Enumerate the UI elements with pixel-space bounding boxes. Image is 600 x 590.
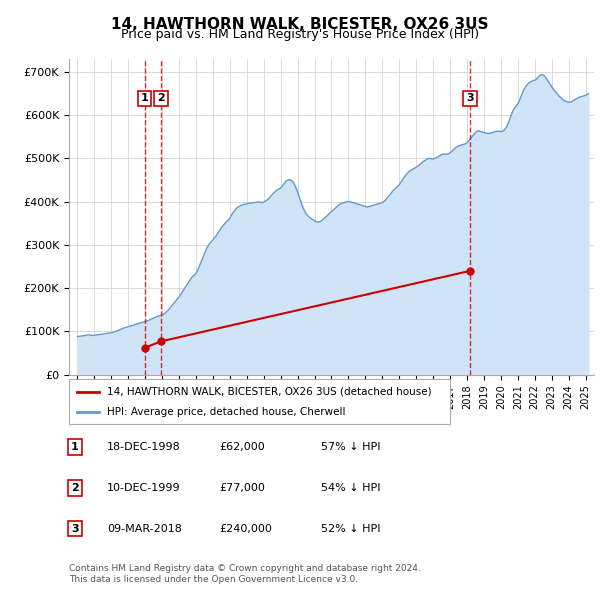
Text: 2: 2 [71,483,79,493]
Text: HPI: Average price, detached house, Cherwell: HPI: Average price, detached house, Cher… [107,407,346,417]
Text: 52% ↓ HPI: 52% ↓ HPI [321,524,380,533]
Text: Price paid vs. HM Land Registry's House Price Index (HPI): Price paid vs. HM Land Registry's House … [121,28,479,41]
Point [465,266,475,276]
Text: 2: 2 [157,93,165,103]
Text: Contains HM Land Registry data © Crown copyright and database right 2024.: Contains HM Land Registry data © Crown c… [69,565,421,573]
Text: £240,000: £240,000 [219,524,272,533]
Text: 10-DEC-1999: 10-DEC-1999 [107,483,181,493]
Text: £77,000: £77,000 [219,483,265,493]
Text: 3: 3 [466,93,474,103]
Text: This data is licensed under the Open Government Licence v3.0.: This data is licensed under the Open Gov… [69,575,358,584]
Text: 1: 1 [140,93,148,103]
Point [140,343,149,353]
Text: 09-MAR-2018: 09-MAR-2018 [107,524,182,533]
Point [157,337,166,346]
Text: 14, HAWTHORN WALK, BICESTER, OX26 3US: 14, HAWTHORN WALK, BICESTER, OX26 3US [111,17,489,31]
Text: 1: 1 [71,442,79,452]
Text: 57% ↓ HPI: 57% ↓ HPI [321,442,380,452]
Text: 54% ↓ HPI: 54% ↓ HPI [321,483,380,493]
Text: 3: 3 [71,524,79,533]
Text: 14, HAWTHORN WALK, BICESTER, OX26 3US (detached house): 14, HAWTHORN WALK, BICESTER, OX26 3US (d… [107,387,432,396]
Text: 18-DEC-1998: 18-DEC-1998 [107,442,181,452]
Text: £62,000: £62,000 [219,442,265,452]
